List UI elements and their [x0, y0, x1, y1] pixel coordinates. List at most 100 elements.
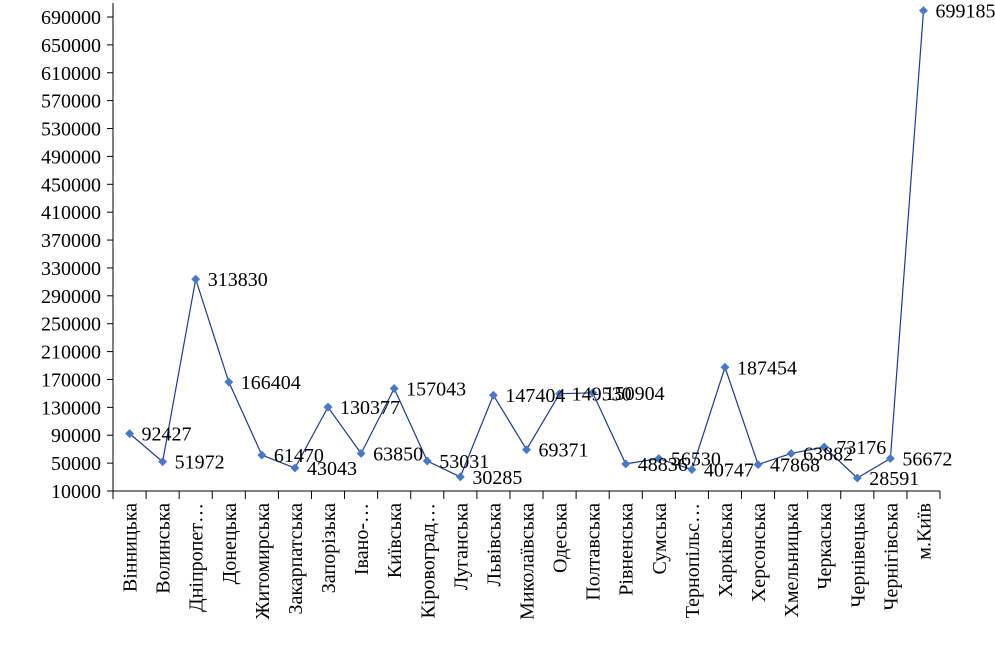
x-category-label: Закарпатська — [285, 503, 307, 615]
data-label: 147404 — [505, 385, 565, 407]
x-category-label: Чернігівська — [880, 503, 902, 611]
x-category-label: Хмельницька — [781, 503, 803, 618]
data-point-marker — [819, 442, 829, 452]
data-label: 51972 — [175, 452, 225, 474]
y-tick-label: 690000 — [41, 7, 101, 29]
y-tick-label: 130000 — [41, 397, 101, 419]
data-point-marker — [687, 465, 697, 475]
data-point-marker — [885, 453, 895, 464]
x-category-label: Харківська — [715, 503, 737, 597]
data-point-marker — [521, 445, 532, 455]
data-point-marker — [191, 274, 201, 284]
data-point-marker — [455, 472, 465, 482]
y-tick-label: 90000 — [51, 425, 101, 447]
data-point-marker — [323, 402, 333, 412]
x-category-labels: Вінницька Волинська Дніпропет… Донецька Жито… — [120, 503, 936, 620]
y-tick-label: 210000 — [41, 342, 101, 364]
x-category-label: Херсонська — [748, 503, 770, 602]
data-label: 166404 — [241, 372, 301, 394]
x-category-label: Житомирська — [252, 503, 274, 619]
data-label: 149530 — [572, 384, 632, 406]
x-category-label: Донецька — [219, 503, 241, 584]
data-point-marker — [621, 459, 631, 469]
data-label: 130377 — [340, 397, 400, 419]
data-point-marker — [224, 377, 234, 387]
data-point-marker — [124, 428, 135, 439]
x-category-label: Одеська — [550, 503, 572, 573]
y-tick-label: 370000 — [41, 230, 101, 252]
data-point-marker — [918, 6, 929, 16]
y-tick-label: 410000 — [41, 202, 101, 224]
chart-axes — [107, 3, 941, 499]
y-tick-label: 290000 — [41, 286, 101, 308]
data-point-marker — [588, 388, 598, 398]
series-markers — [124, 6, 929, 483]
y-tick-label: 650000 — [41, 35, 101, 57]
x-category-label: Полтавська — [583, 503, 605, 601]
data-label: 63850 — [373, 443, 423, 465]
x-category-label: Дніпропет… — [186, 503, 208, 612]
data-label: 92427 — [142, 424, 192, 446]
data-point-marker — [753, 460, 763, 470]
data-label: 53031 — [439, 451, 489, 473]
y-tick-label: 570000 — [41, 91, 101, 113]
data-label: 30285 — [472, 467, 522, 489]
data-point-marker — [654, 454, 664, 464]
y-tick-label: 330000 — [41, 258, 101, 280]
x-category-label: Київська — [384, 503, 406, 578]
x-category-label: Івано-… — [351, 503, 373, 575]
y-tick-label: 10000 — [51, 481, 101, 503]
data-label: 56530 — [671, 449, 721, 471]
x-category-label: Львівська — [483, 503, 505, 586]
data-label: 56672 — [902, 448, 952, 470]
data-point-marker — [555, 389, 565, 399]
y-tick-label: 530000 — [41, 119, 101, 141]
x-category-label: Миколаївська — [517, 503, 539, 620]
data-point-marker — [488, 390, 498, 400]
y-tick-label: 250000 — [41, 314, 101, 336]
data-point-marker — [852, 473, 862, 483]
data-label: 150904 — [605, 383, 665, 405]
x-category-label: Кіровоград… — [417, 503, 439, 618]
data-label: 69371 — [539, 440, 589, 462]
x-category-label: м.Київ — [913, 503, 935, 560]
data-point-marker — [786, 448, 796, 458]
series-line — [129, 10, 925, 479]
data-label: 63882 — [803, 443, 853, 465]
x-category-label: Тернопільс… — [682, 503, 704, 618]
x-category-label: Луганська — [450, 503, 472, 590]
y-tick-label: 450000 — [41, 174, 101, 196]
data-point-marker — [290, 463, 300, 473]
data-label: 61470 — [274, 445, 324, 467]
x-category-label: Сумська — [649, 503, 671, 575]
y-tick-label: 170000 — [41, 369, 101, 391]
data-point-marker — [720, 362, 730, 372]
data-label: 28591 — [869, 468, 919, 490]
data-point-marker — [389, 383, 399, 394]
data-point-marker — [356, 448, 366, 459]
x-category-label: Черкаська — [814, 503, 836, 590]
data-point-marker — [257, 450, 267, 460]
data-point-marker — [422, 456, 432, 466]
data-label: 73176 — [836, 437, 886, 459]
y-tick-label: 50000 — [51, 453, 101, 475]
data-label: 48836 — [638, 454, 688, 476]
data-label: 699185 — [935, 1, 995, 23]
data-point-marker — [158, 457, 168, 467]
y-tick-label: 610000 — [41, 63, 101, 85]
data-label: 47868 — [770, 455, 820, 477]
x-category-label: Волинська — [153, 503, 175, 594]
y-tick-labels: 10000 50000 90000 130000 170000 210000 250000 2… — [41, 7, 101, 503]
x-category-label: Рівненська — [616, 503, 638, 596]
data-label: 187454 — [737, 357, 797, 379]
data-label: 40747 — [704, 460, 754, 482]
data-label: 313830 — [208, 269, 268, 291]
x-category-label: Чернівецька — [847, 503, 869, 608]
data-label: 43043 — [307, 458, 357, 480]
x-category-label: Запорізька — [318, 503, 340, 593]
y-tick-label: 490000 — [41, 146, 101, 168]
x-category-label: Вінницька — [120, 503, 142, 592]
data-label: 157043 — [406, 379, 466, 401]
